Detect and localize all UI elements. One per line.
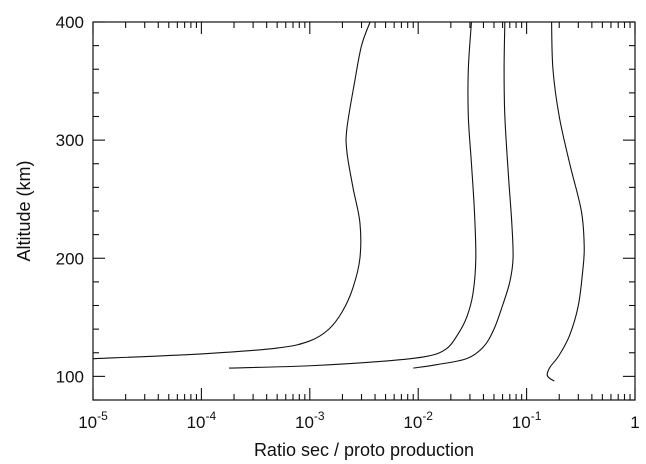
series-curves: [92, 21, 585, 382]
y-tick-label: 200: [56, 249, 84, 268]
y-axis-title: Altitude (km): [14, 160, 34, 261]
x-tick-labels: 10-5 10-4 10-3 10-2 10-1 1: [78, 409, 640, 432]
axis-ticks: [92, 21, 636, 401]
x-tick-label: 1: [630, 413, 639, 432]
x-tick-label: 10-4: [187, 409, 217, 432]
series-curve-3: [413, 21, 514, 369]
x-tick-label: 10-5: [78, 409, 108, 432]
series-curve-4: [546, 21, 585, 382]
series-curve-2: [229, 21, 477, 369]
y-tick-labels: 100 200 300 400: [56, 13, 84, 386]
y-tick-label: 100: [56, 367, 84, 386]
x-tick-label: 10-2: [403, 409, 433, 432]
x-axis-title: Ratio sec / proto production: [254, 440, 474, 460]
x-tick-label: 10-1: [512, 409, 542, 432]
series-curve-1: [92, 21, 371, 360]
y-tick-label: 300: [56, 131, 84, 150]
y-tick-label: 400: [56, 13, 84, 32]
x-tick-label: 10-3: [295, 409, 325, 432]
